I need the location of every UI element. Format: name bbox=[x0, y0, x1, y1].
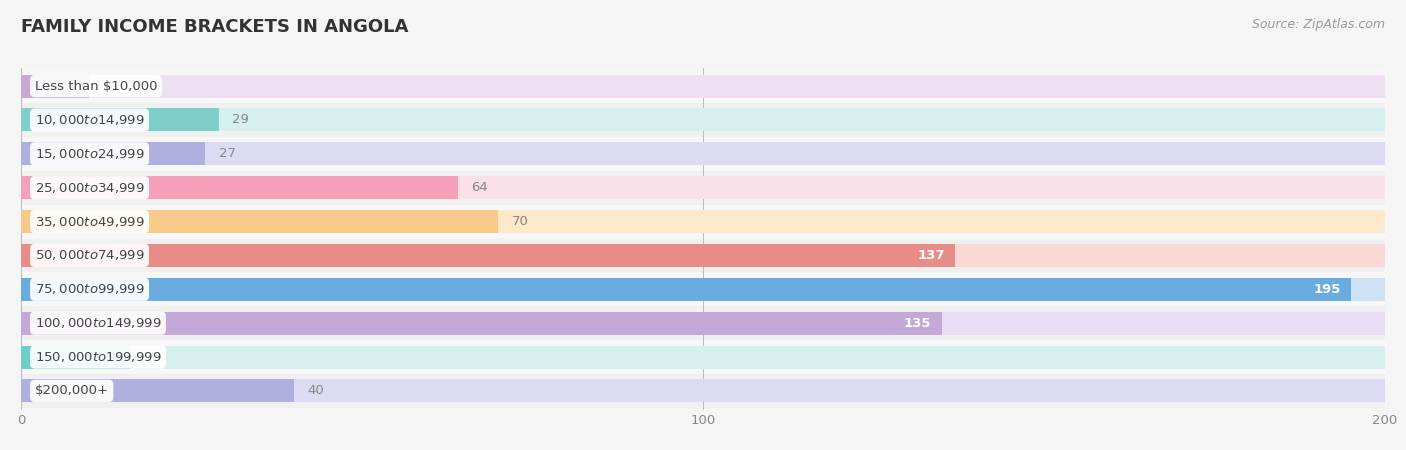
Text: 27: 27 bbox=[219, 147, 236, 160]
Text: 135: 135 bbox=[904, 317, 931, 330]
Bar bbox=[21, 346, 131, 369]
Bar bbox=[21, 75, 90, 98]
Bar bbox=[21, 278, 1351, 301]
Bar bbox=[21, 176, 1385, 199]
Bar bbox=[21, 75, 1385, 98]
Text: $150,000 to $199,999: $150,000 to $199,999 bbox=[35, 350, 162, 364]
Bar bbox=[21, 379, 1385, 402]
Bar bbox=[21, 312, 1385, 335]
Text: 16: 16 bbox=[143, 351, 160, 364]
Bar bbox=[21, 278, 1385, 301]
Bar bbox=[21, 374, 1385, 408]
Bar bbox=[21, 103, 1385, 137]
Text: $50,000 to $74,999: $50,000 to $74,999 bbox=[35, 248, 145, 262]
Text: $200,000+: $200,000+ bbox=[35, 384, 108, 397]
Bar bbox=[21, 210, 499, 233]
Text: 10: 10 bbox=[103, 80, 120, 93]
Text: 40: 40 bbox=[308, 384, 325, 397]
Bar bbox=[21, 142, 205, 165]
Bar bbox=[21, 244, 955, 267]
Bar bbox=[21, 238, 1385, 272]
Bar bbox=[21, 306, 1385, 340]
Text: 29: 29 bbox=[232, 113, 249, 126]
Bar bbox=[21, 379, 294, 402]
Bar bbox=[21, 205, 1385, 238]
Bar bbox=[21, 176, 457, 199]
Bar bbox=[21, 137, 1385, 171]
Text: 70: 70 bbox=[512, 215, 529, 228]
Text: $100,000 to $149,999: $100,000 to $149,999 bbox=[35, 316, 162, 330]
Bar bbox=[21, 108, 1385, 131]
Bar bbox=[21, 142, 1385, 165]
Text: 137: 137 bbox=[918, 249, 945, 262]
Text: $10,000 to $14,999: $10,000 to $14,999 bbox=[35, 113, 145, 127]
Bar bbox=[21, 108, 219, 131]
Text: 64: 64 bbox=[471, 181, 488, 194]
Bar bbox=[21, 312, 942, 335]
Bar bbox=[21, 69, 1385, 103]
Bar bbox=[21, 346, 1385, 369]
Text: Less than $10,000: Less than $10,000 bbox=[35, 80, 157, 93]
Text: $25,000 to $34,999: $25,000 to $34,999 bbox=[35, 181, 145, 195]
Bar bbox=[21, 171, 1385, 205]
Text: $75,000 to $99,999: $75,000 to $99,999 bbox=[35, 282, 145, 296]
Text: $15,000 to $24,999: $15,000 to $24,999 bbox=[35, 147, 145, 161]
Bar bbox=[21, 210, 1385, 233]
Text: $35,000 to $49,999: $35,000 to $49,999 bbox=[35, 215, 145, 229]
Text: FAMILY INCOME BRACKETS IN ANGOLA: FAMILY INCOME BRACKETS IN ANGOLA bbox=[21, 18, 409, 36]
Bar bbox=[21, 272, 1385, 306]
Bar bbox=[21, 244, 1385, 267]
Bar bbox=[21, 340, 1385, 374]
Text: 195: 195 bbox=[1313, 283, 1340, 296]
Text: Source: ZipAtlas.com: Source: ZipAtlas.com bbox=[1251, 18, 1385, 31]
